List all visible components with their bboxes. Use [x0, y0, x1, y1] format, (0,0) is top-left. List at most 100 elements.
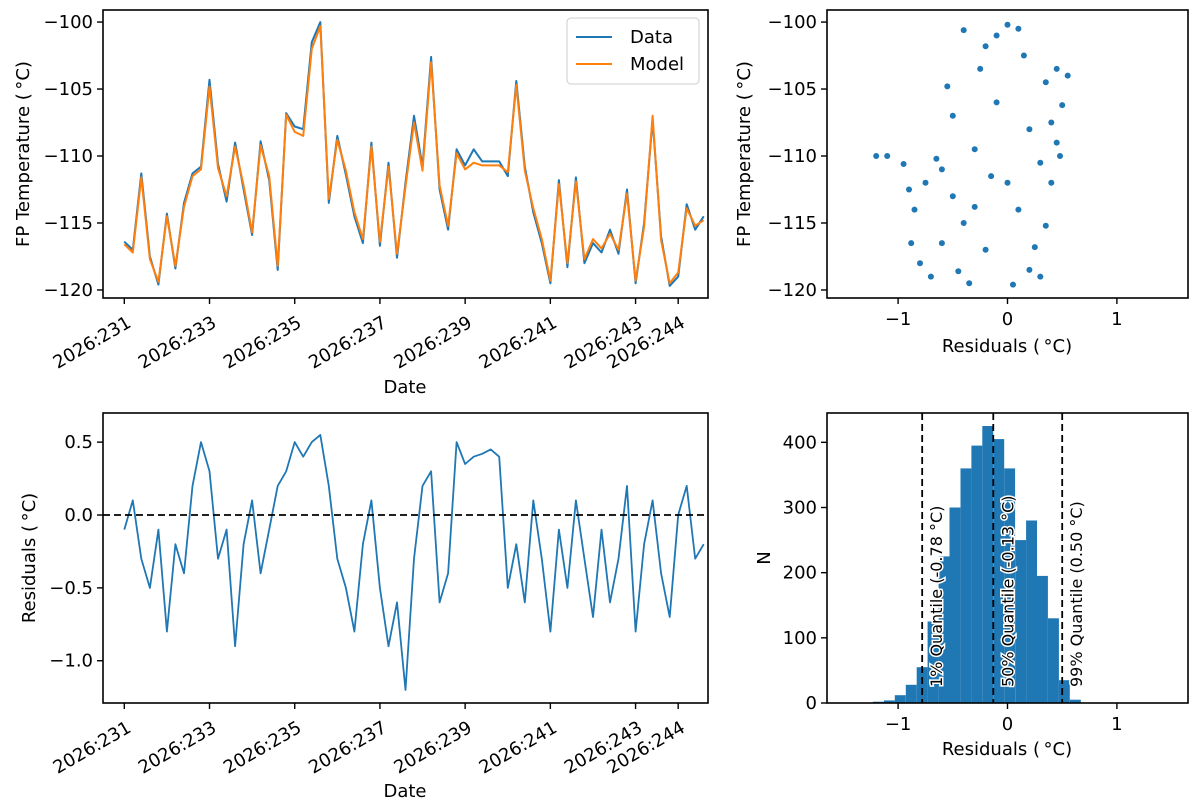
scatter-point [1057, 153, 1063, 159]
histogram-bar [1004, 468, 1016, 703]
scatter-point [917, 260, 923, 267]
scatter-point [1020, 52, 1027, 59]
scatter-point [1053, 139, 1060, 146]
x-tick-label: 2026:235 [220, 717, 305, 778]
scatter-point [993, 99, 1000, 106]
residuals-y-ticks: −1.0 −0.5 0.0 0.5 [49, 432, 103, 672]
histogram-x-ticks: −1 0 1 [885, 703, 1123, 735]
histogram-bar [982, 426, 994, 703]
y-tick-label: 0.5 [64, 432, 93, 453]
x-tick-label: 2026:237 [305, 717, 390, 778]
histogram-x-axis-label: Residuals ( °C) [942, 739, 1072, 760]
scatter-point [955, 268, 962, 275]
scatter-point [993, 32, 1000, 39]
x-tick-label: 0 [1002, 714, 1013, 735]
scatter-point [971, 146, 978, 153]
scatter-plot-area [873, 21, 1071, 288]
histogram-bar [927, 621, 939, 703]
y-tick-label: −110 [44, 146, 93, 167]
histogram-bar [1058, 680, 1070, 703]
histogram-bar [883, 700, 895, 703]
scatter-point [982, 246, 989, 253]
y-tick-label: −1.0 [49, 651, 93, 672]
y-tick-label: −115 [44, 213, 93, 234]
y-tick-label: 200 [783, 563, 817, 584]
scatter-point [1042, 79, 1049, 86]
scatter-point [884, 153, 891, 159]
x-tick-label: 2026:233 [135, 717, 220, 778]
temperature-plot-area [123, 21, 705, 287]
x-tick-label: 0 [1002, 309, 1013, 330]
residuals-x-ticks: 2026:231 2026:233 2026:235 2026:237 2026:239… [50, 703, 689, 778]
scatter-point [1031, 244, 1038, 251]
y-tick-label: 300 [783, 497, 817, 518]
y-tick-label: 400 [783, 432, 817, 453]
scatter-point [949, 193, 956, 200]
scatter-point [927, 273, 934, 280]
x-tick-label: 2026:231 [50, 717, 135, 778]
panel-residuals-timeseries: −1.0−0.50.00.5 2026:231 2026:233 2026:235 2… [19, 412, 709, 802]
scatter-point [960, 27, 967, 34]
scatter-point [1064, 72, 1071, 79]
y-tick-label: −120 [768, 280, 817, 301]
scatter-point [1004, 21, 1011, 28]
legend-model-label: Model [630, 54, 684, 75]
y-tick-label: −115 [768, 213, 817, 234]
scatter-point [1026, 266, 1033, 273]
scatter-point [1059, 102, 1066, 109]
x-tick-label: −1 [885, 714, 912, 735]
residuals-x-axis-label: Date [383, 781, 426, 802]
scatter-point [1053, 65, 1060, 72]
y-tick-label: −105 [768, 79, 817, 100]
scatter-point [988, 173, 995, 180]
scatter-point [906, 186, 912, 193]
scatter-point [911, 206, 918, 213]
scatter-point [960, 220, 967, 226]
scatter-point [908, 240, 915, 247]
scatter-point [1026, 126, 1033, 133]
temperature-axes-frame [102, 9, 709, 299]
scatter-y-ticks: −120 −115 −110 −105 −100 [768, 12, 827, 301]
y-tick-label: −0.5 [49, 578, 93, 599]
temperature-y-ticks: −120 −115 −110 −105 −100 [44, 12, 103, 301]
scatter-point [944, 83, 951, 90]
histogram-bar [1069, 699, 1081, 703]
scatter-point [873, 153, 880, 159]
panel-temperature-vs-residual-scatter: −120 −115 −110 −105 −100 −1 0 1 FP Temperature… [734, 9, 1189, 357]
scatter-point [922, 179, 929, 186]
residuals-plot-area [103, 433, 708, 691]
scatter-point [1048, 119, 1055, 126]
y-tick-label: −110 [768, 146, 817, 167]
x-tick-label: 2026:241 [476, 717, 561, 778]
y-tick-label: 100 [783, 628, 817, 649]
histogram-bar [1015, 540, 1027, 703]
scatter-point [938, 240, 945, 247]
y-tick-label: −100 [768, 12, 817, 33]
scatter-point [966, 280, 973, 287]
x-tick-label: 2026:237 [305, 312, 390, 373]
y-tick-label: 0 [806, 693, 817, 714]
legend-data-label: Data [630, 27, 673, 48]
residuals-axes-frame [102, 412, 709, 704]
temperature-x-axis-label: Date [383, 377, 426, 398]
histogram-bar [1026, 520, 1037, 703]
quantile-label: 99% Quantile (0.50 °C) [1067, 501, 1086, 687]
panel-residuals-histogram: 1% Quantile (-0.78 °C) 50% Quantile (-0.1… [754, 412, 1189, 760]
x-tick-label: 2026:235 [220, 312, 305, 373]
scatter-point [971, 203, 978, 210]
histogram-bar [905, 684, 917, 703]
x-tick-label: 1 [1111, 714, 1122, 735]
scatter-y-axis-label: FP Temperature ( °C) [734, 61, 755, 247]
temperature-y-axis-label: FP Temperature ( °C) [13, 61, 34, 247]
x-tick-label: 2026:233 [135, 312, 220, 373]
temperature-legend: Data Model [566, 17, 700, 85]
scatter-x-axis-label: Residuals ( °C) [942, 336, 1072, 357]
scatter-point [1037, 273, 1044, 280]
residuals-series-line [123, 433, 705, 691]
scatter-point [1004, 179, 1011, 186]
x-tick-label: −1 [885, 309, 912, 330]
scatter-point [933, 155, 940, 162]
scatter-point [900, 161, 907, 167]
histogram-bar [1037, 575, 1048, 703]
